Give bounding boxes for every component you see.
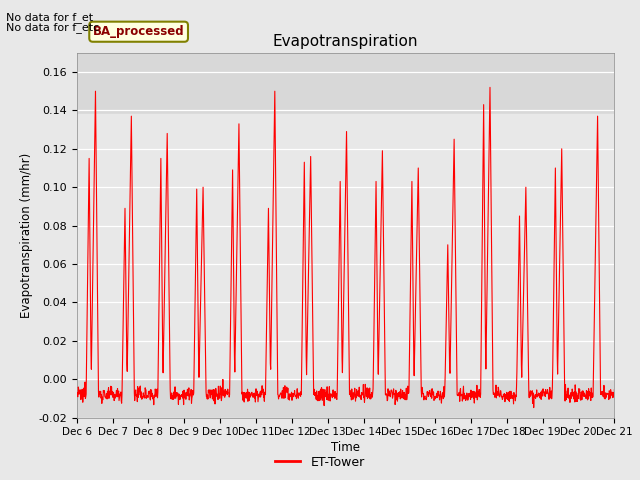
X-axis label: Time: Time	[331, 442, 360, 455]
Text: No data for f_etc: No data for f_etc	[6, 22, 100, 33]
Legend: ET-Tower: ET-Tower	[270, 451, 370, 474]
Text: BA_processed: BA_processed	[93, 25, 184, 38]
Title: Evapotranspiration: Evapotranspiration	[273, 34, 419, 49]
Text: No data for f_et: No data for f_et	[6, 12, 93, 23]
Bar	[77, 114, 614, 379]
Y-axis label: Evapotranspiration (mm/hr): Evapotranspiration (mm/hr)	[20, 153, 33, 318]
